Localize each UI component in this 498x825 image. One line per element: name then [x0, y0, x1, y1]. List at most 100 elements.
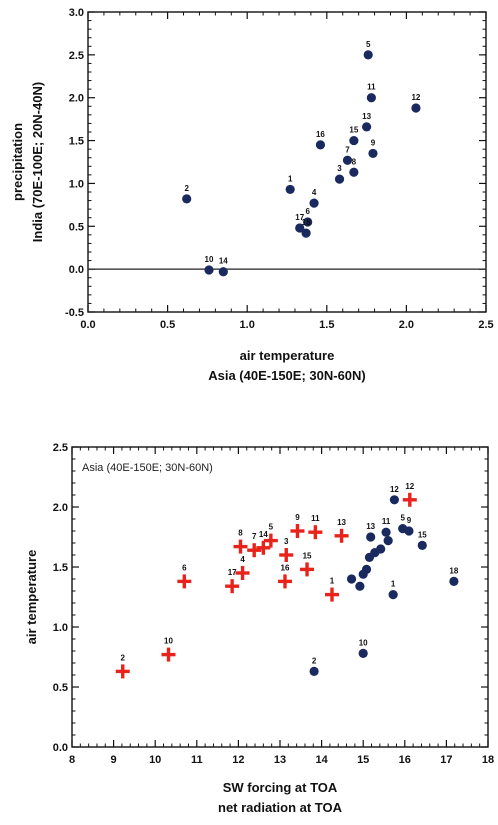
x-tick-label: 15	[357, 754, 369, 766]
plus-marker	[279, 548, 294, 562]
point-label: 4	[240, 555, 245, 564]
point-label: 11	[382, 517, 391, 526]
plus-marker	[161, 647, 176, 662]
point-label: 7	[252, 532, 257, 541]
x-axis-label: air temperature	[240, 348, 335, 363]
circle-marker	[315, 140, 326, 150]
tick-labels-top-chart: 0.0 0.5 1.0 1.5 2.0 2.5-0.50.00.51.01.52.02.5…	[65, 7, 494, 331]
y-axis-label-bottom: air temperature	[24, 550, 39, 645]
point-label: 8	[352, 157, 357, 166]
circle-marker	[388, 590, 398, 600]
point-label: 17	[228, 568, 237, 577]
circle-marker	[182, 194, 192, 204]
circle-marker	[411, 103, 421, 113]
x-axis-label-bottom-line2: net radiation at TOA	[218, 800, 343, 815]
region-annotation: Asia (40E-150E; 30N-60N)	[82, 462, 213, 474]
circle-marker	[349, 167, 359, 177]
point-label: 11	[311, 514, 320, 523]
plus-marker	[308, 525, 323, 540]
x-tick-label: 2.5	[478, 319, 493, 331]
point-label: 8	[238, 529, 243, 538]
plus-marker	[334, 528, 349, 543]
y-tick-label: 0.0	[69, 264, 84, 276]
point-label: 6	[182, 563, 187, 572]
circle-marker	[363, 50, 373, 60]
plus-marker	[225, 579, 240, 594]
circle-marker	[368, 148, 378, 159]
plus-marker	[233, 539, 248, 554]
point-label: 5	[269, 523, 274, 532]
point-label: 14	[259, 530, 268, 539]
y-tick-label: 1.0	[53, 622, 68, 634]
point-label: 3	[337, 164, 342, 173]
circle-marker	[295, 223, 305, 233]
point-label: 11	[367, 83, 376, 92]
plot-area-top	[87, 11, 487, 313]
circle-marker	[449, 576, 459, 587]
x-tick-label: 14	[315, 754, 328, 766]
axis-ticks-bottom-chart	[71, 446, 489, 748]
x-tick-label: 8	[69, 754, 75, 766]
x-tick-label: 0.0	[80, 319, 95, 331]
x-axis-label-bottom: SW forcing at TOA	[223, 780, 338, 795]
y-tick-label: 1.5	[69, 136, 84, 148]
circle-marker	[404, 526, 414, 536]
point-label: 9	[371, 138, 376, 147]
circle-marker	[381, 527, 391, 537]
point-label: 1	[330, 577, 335, 586]
circle-marker	[366, 532, 376, 542]
x-tick-label: 2.0	[399, 319, 414, 331]
y-tick-label: 1.5	[53, 562, 68, 574]
plus-marker	[177, 574, 192, 589]
y-tick-label: 0.0	[53, 742, 68, 754]
circle-marker	[358, 648, 368, 659]
point-label: 4	[312, 188, 317, 197]
y-tick-label: -0.5	[65, 307, 84, 319]
circle-marker	[362, 122, 372, 132]
y-tick-label: 1.0	[69, 178, 84, 190]
circle-marker	[355, 581, 365, 591]
circle-marker	[376, 544, 386, 554]
plus-marker	[247, 543, 262, 558]
point-label: 18	[302, 218, 311, 227]
plus-marker	[402, 492, 417, 507]
point-label: 10	[205, 255, 214, 264]
y-tick-label: 0.5	[69, 221, 84, 233]
point-label: 15	[303, 551, 312, 560]
point-label: 6	[305, 207, 310, 216]
point-label: 18	[449, 566, 458, 575]
plus-marker	[235, 566, 250, 580]
point-label: 2	[184, 184, 189, 193]
plus-marker	[115, 664, 130, 679]
point-label: 10	[164, 637, 173, 646]
point-label: 17	[295, 213, 304, 222]
point-label: 2	[312, 656, 317, 665]
point-label: 15	[349, 126, 358, 135]
point-label: 12	[390, 485, 399, 494]
plus-marker	[290, 524, 305, 538]
plot-area-bottom	[71, 446, 489, 748]
point-label: 5	[400, 514, 405, 523]
axis-ticks-top-chart	[87, 11, 487, 313]
plus-marker	[263, 533, 278, 548]
point-label: 13	[366, 522, 375, 531]
x-axis-label-region: Asia (40E-150E; 30N-60N)	[208, 368, 366, 383]
y-tick-label: 0.5	[53, 682, 68, 694]
point-label: 1	[391, 580, 396, 589]
y-tick-label: 2.5	[53, 442, 68, 454]
circle-marker	[342, 155, 353, 165]
plus-marker	[325, 587, 339, 602]
y-tick-label: 2.0	[53, 502, 68, 514]
point-label: 12	[411, 93, 420, 102]
circle-marker	[309, 666, 319, 677]
chart-precip-vs-temp: 0.0 0.5 1.0 1.5 2.0 2.5-0.50.00.51.01.52.02.5…	[10, 7, 494, 383]
x-tick-label: 1.0	[240, 319, 255, 331]
circle-marker	[389, 495, 399, 505]
point-label: 9	[407, 516, 412, 525]
circle-marker	[301, 228, 311, 238]
circle-marker	[309, 198, 319, 208]
x-tick-label: 10	[149, 754, 161, 766]
point-label: 3	[284, 537, 289, 546]
